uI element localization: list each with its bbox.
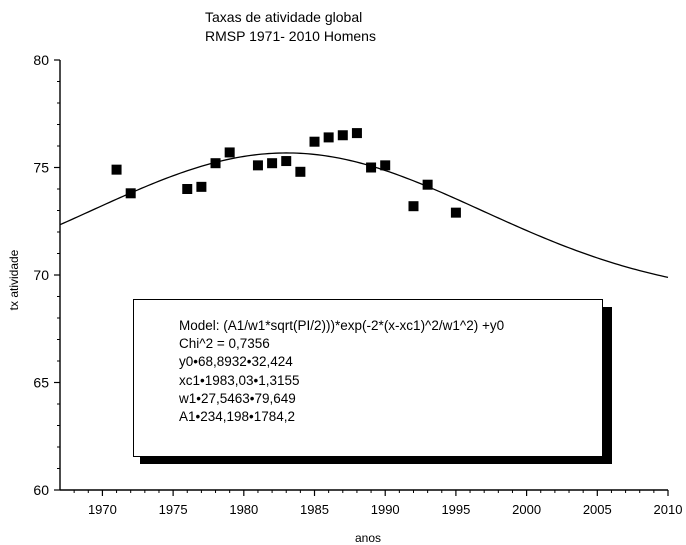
data-point — [252, 160, 263, 171]
data-point — [323, 132, 334, 143]
x-tick-label: 1985 — [300, 502, 329, 517]
y-tick-label: 75 — [33, 160, 49, 176]
data-point — [111, 164, 122, 175]
chart-subtitle: RMSP 1971- 2010 Homens — [205, 28, 376, 44]
fit-w1-line: w1•27,5463•79,649 — [179, 390, 296, 406]
fit-model-line: Model: (A1/w1*sqrt(PI/2)))*exp(-2*(x-xc1… — [179, 318, 505, 333]
y-tick-label: 80 — [33, 52, 49, 68]
x-tick-label: 1990 — [371, 502, 400, 517]
fit-a1-line: A1•234,198•1784,2 — [179, 409, 296, 425]
x-tick-label: 2000 — [512, 502, 541, 517]
data-point — [337, 130, 348, 141]
fit-chi2-line: Chi^2 = 0,7356 — [179, 336, 270, 352]
data-point — [408, 201, 419, 212]
y-tick-label: 65 — [33, 375, 49, 391]
data-point — [309, 136, 320, 147]
data-point — [224, 147, 235, 158]
y-tick-label: 70 — [33, 267, 49, 283]
data-point — [267, 158, 278, 169]
data-point — [366, 162, 377, 173]
x-tick-label: 1995 — [441, 502, 470, 517]
data-point — [422, 179, 433, 190]
data-point — [125, 188, 136, 199]
x-tick-label: 1970 — [88, 502, 117, 517]
data-point — [196, 181, 207, 192]
x-tick-label: 2005 — [583, 502, 612, 517]
data-point — [182, 184, 193, 194]
fit-y0-line: y0•68,8932•32,424 — [179, 354, 293, 370]
data-point — [380, 160, 391, 171]
gauss-fit-curve — [59, 152, 669, 278]
fit-xc1-line: xc1•1983,03•1,3155 — [179, 372, 300, 388]
x-tick-label: 1975 — [159, 502, 188, 517]
chart-title: Taxas de atividade global — [205, 9, 363, 25]
x-axis-label: anos — [355, 531, 381, 545]
data-point — [210, 158, 221, 169]
fit-parameters-box: Model: (A1/w1*sqrt(PI/2)))*exp(-2*(x-xc1… — [133, 299, 603, 457]
x-tick-label: 2010 — [654, 502, 683, 517]
x-tick-label: 1980 — [229, 502, 258, 517]
data-point — [450, 207, 461, 218]
data-point — [295, 166, 306, 177]
y-axis-label: tx atividade — [7, 249, 21, 310]
data-point — [281, 156, 292, 167]
data-point — [351, 128, 362, 139]
y-tick-label: 60 — [33, 482, 49, 498]
